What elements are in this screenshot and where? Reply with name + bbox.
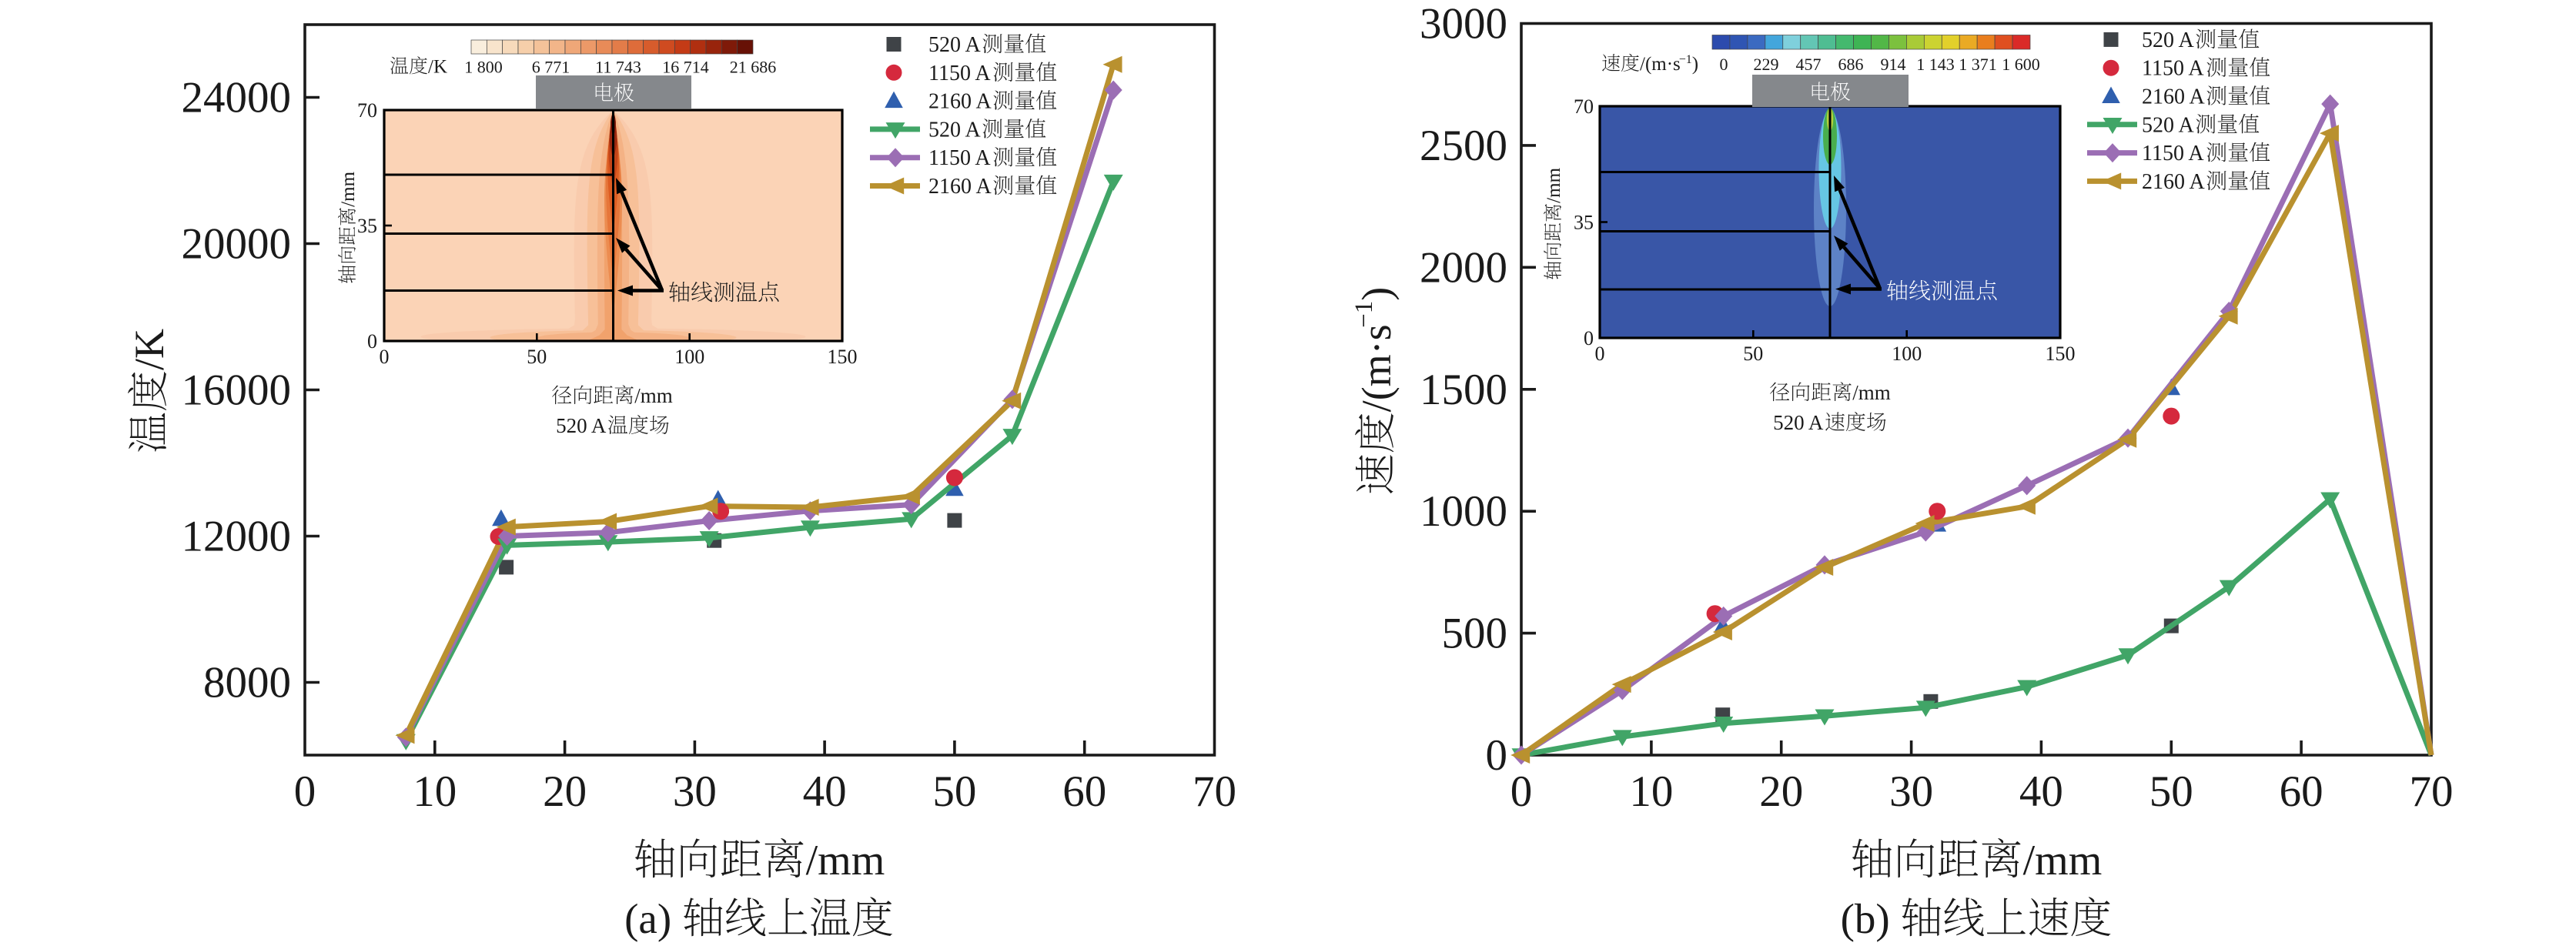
svg-text:500: 500 xyxy=(1442,610,1508,658)
svg-text:70: 70 xyxy=(1574,95,1594,118)
svg-text:/(m·s: /(m·s xyxy=(1640,54,1681,75)
svg-text:60: 60 xyxy=(1062,767,1106,816)
svg-text:150: 150 xyxy=(2046,343,2076,365)
svg-text:3000: 3000 xyxy=(1420,0,1507,48)
svg-text:457: 457 xyxy=(1796,55,1822,74)
svg-text:1000: 1000 xyxy=(1420,487,1507,536)
svg-text:(b): (b) xyxy=(1841,895,1890,942)
svg-text:520 A: 520 A xyxy=(2142,113,2194,137)
svg-text:0: 0 xyxy=(367,330,377,353)
svg-text:914: 914 xyxy=(1881,55,1906,74)
svg-text:1 600: 1 600 xyxy=(2002,55,2040,74)
svg-text:(a): (a) xyxy=(624,895,671,942)
svg-text:/(m·s: /(m·s xyxy=(1353,324,1400,412)
svg-text:11 743: 11 743 xyxy=(595,58,641,77)
svg-text:/mm: /mm xyxy=(2023,837,2103,884)
svg-text:30: 30 xyxy=(1889,767,1933,816)
svg-text:6 771: 6 771 xyxy=(532,58,570,77)
svg-text:1 371: 1 371 xyxy=(1959,55,1997,74)
svg-text:2160 A: 2160 A xyxy=(928,175,992,199)
svg-text:60: 60 xyxy=(2280,767,2323,816)
svg-text:2500: 2500 xyxy=(1420,122,1507,170)
svg-text:12000: 12000 xyxy=(182,513,292,561)
svg-text:): ) xyxy=(1692,54,1698,75)
svg-text:8000: 8000 xyxy=(203,659,291,707)
svg-text:/mm: /mm xyxy=(1852,381,1891,404)
svg-text:16000: 16000 xyxy=(182,366,292,415)
svg-text:50: 50 xyxy=(2149,767,2193,816)
svg-text:2160 A: 2160 A xyxy=(2142,85,2205,109)
svg-text:0: 0 xyxy=(380,346,390,368)
svg-text:70: 70 xyxy=(357,99,377,122)
svg-text:1150 A: 1150 A xyxy=(928,62,991,85)
svg-text:40: 40 xyxy=(803,767,847,816)
svg-text:50: 50 xyxy=(1743,343,1763,365)
svg-text:20000: 20000 xyxy=(182,220,292,269)
svg-text:2160 A: 2160 A xyxy=(928,90,992,114)
svg-text:/K: /K xyxy=(428,57,447,78)
svg-text:686: 686 xyxy=(1838,55,1864,74)
svg-text:150: 150 xyxy=(828,346,858,368)
svg-text:2160 A: 2160 A xyxy=(2142,170,2205,194)
svg-text:0: 0 xyxy=(1584,327,1594,349)
svg-text:520 A: 520 A xyxy=(928,33,981,57)
svg-text:/mm: /mm xyxy=(1544,167,1564,202)
svg-text:40: 40 xyxy=(2019,767,2063,816)
svg-text:229: 229 xyxy=(1754,55,1779,74)
svg-text:1150 A: 1150 A xyxy=(2142,142,2204,165)
svg-text:24000: 24000 xyxy=(182,74,292,122)
svg-text:0: 0 xyxy=(1720,55,1728,74)
svg-text:1150 A: 1150 A xyxy=(2142,57,2204,81)
svg-text:20: 20 xyxy=(543,767,587,816)
svg-text:70: 70 xyxy=(2410,767,2454,816)
svg-text:/mm: /mm xyxy=(634,384,673,407)
svg-text:520 A: 520 A xyxy=(1773,411,1824,434)
svg-text:50: 50 xyxy=(932,767,976,816)
svg-text:520 A: 520 A xyxy=(928,118,981,142)
svg-text:−1: −1 xyxy=(1679,53,1692,66)
svg-text:35: 35 xyxy=(357,215,377,237)
svg-text:−1: −1 xyxy=(1350,301,1378,328)
svg-text:100: 100 xyxy=(674,346,704,368)
svg-text:30: 30 xyxy=(673,767,717,816)
svg-text:16 714: 16 714 xyxy=(662,58,709,77)
svg-text:520 A: 520 A xyxy=(556,414,607,437)
svg-text:10: 10 xyxy=(413,767,457,816)
svg-text:2000: 2000 xyxy=(1420,243,1507,292)
svg-text:1150 A: 1150 A xyxy=(928,146,991,170)
svg-text:35: 35 xyxy=(1574,212,1594,234)
svg-text:1 143: 1 143 xyxy=(1916,55,1955,74)
svg-text:): ) xyxy=(1353,287,1400,301)
svg-text:1500: 1500 xyxy=(1420,366,1507,414)
svg-text:/K: /K xyxy=(126,329,172,370)
svg-text:70: 70 xyxy=(1193,767,1236,816)
svg-text:/mm: /mm xyxy=(806,837,885,884)
svg-text:100: 100 xyxy=(1892,343,1922,365)
svg-text:20: 20 xyxy=(1759,767,1803,816)
svg-text:50: 50 xyxy=(527,346,547,368)
svg-text:520 A: 520 A xyxy=(2142,28,2194,52)
svg-text:0: 0 xyxy=(1510,767,1533,816)
svg-text:0: 0 xyxy=(1595,343,1605,365)
svg-text:0: 0 xyxy=(1486,731,1508,780)
svg-text:/mm: /mm xyxy=(338,171,359,206)
svg-text:0: 0 xyxy=(294,767,316,816)
svg-text:21 686: 21 686 xyxy=(730,58,777,77)
svg-text:10: 10 xyxy=(1629,767,1673,816)
svg-text:1 800: 1 800 xyxy=(464,58,503,77)
